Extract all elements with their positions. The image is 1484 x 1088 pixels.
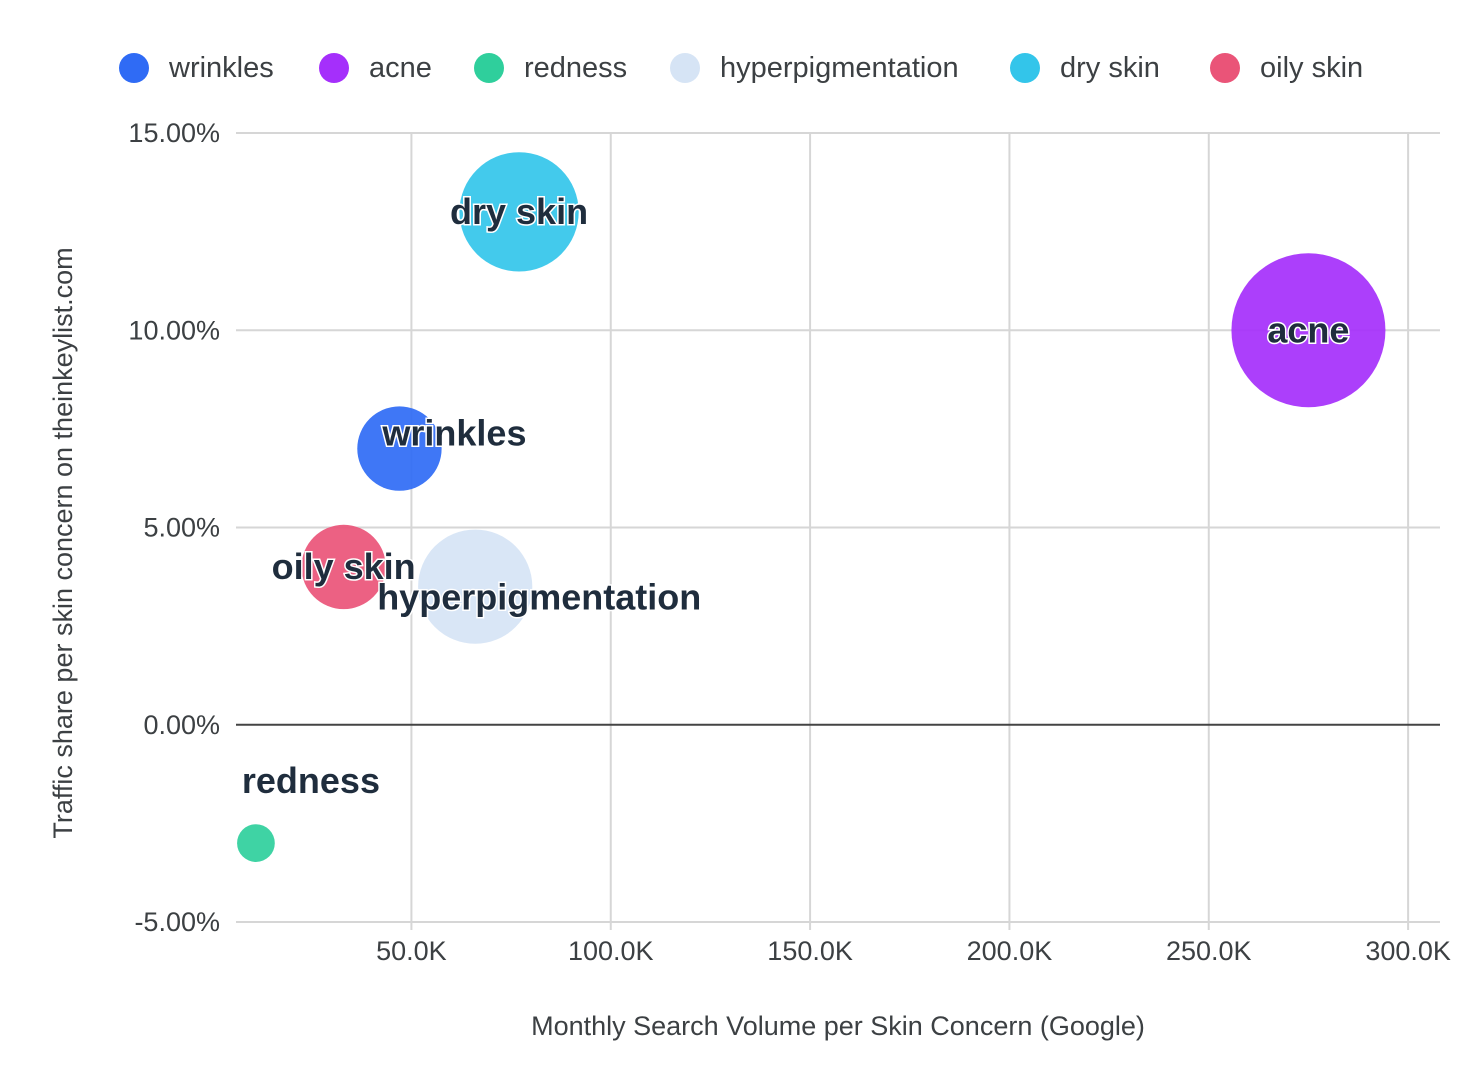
legend-label: oily skin — [1260, 52, 1363, 84]
bubble-label-oily-skin: oily skin — [272, 546, 416, 587]
legend-item-wrinkles[interactable]: wrinkles — [119, 52, 274, 84]
y-axis-title: Traffic share per skin concern on theink… — [48, 247, 78, 838]
x-axis-title: Monthly Search Volume per Skin Concern (… — [531, 1011, 1145, 1041]
bubbles — [237, 152, 1386, 862]
x-tick-label: 300.0K — [1365, 936, 1451, 966]
legend-label: redness — [524, 52, 627, 84]
x-tick-label: 50.0K — [376, 936, 447, 966]
gridlines — [236, 132, 1440, 930]
legend-swatch — [319, 53, 349, 83]
y-tick-label: 15.00% — [128, 118, 220, 148]
legend-swatch — [1210, 53, 1240, 83]
bubble-wrinkles — [357, 406, 442, 491]
legend-label: wrinkles — [168, 52, 274, 84]
bubble-hyperpigmentation — [418, 529, 533, 644]
bubble-oily-skin — [301, 524, 386, 610]
legend-swatch — [474, 53, 504, 83]
x-tick-label: 200.0K — [967, 936, 1053, 966]
legend-label: hyperpigmentation — [720, 52, 959, 84]
bubble-label-hyperpigmentation: hyperpigmentation — [377, 577, 701, 618]
y-tick-label: -5.00% — [134, 907, 220, 937]
bubble-redness — [237, 824, 275, 862]
legend-item-redness[interactable]: redness — [474, 52, 627, 84]
y-tick-label: 0.00% — [143, 710, 220, 740]
legend-swatch — [1010, 53, 1040, 83]
x-axis-ticks: 50.0K 100.0K 150.0K 200.0K 250.0K 300.0K — [376, 936, 1451, 966]
legend-swatch — [670, 53, 700, 83]
legend-label: acne — [369, 52, 432, 84]
bubble-label-wrinkles: wrinkles — [381, 413, 526, 454]
legend-item-dry-skin[interactable]: dry skin — [1010, 52, 1160, 84]
bubble-label-redness: redness — [242, 760, 380, 801]
bubble-label-dry-skin: dry skin — [450, 191, 588, 232]
y-tick-label: 5.00% — [143, 513, 220, 543]
x-tick-label: 150.0K — [767, 936, 853, 966]
bubble-acne — [1231, 253, 1386, 408]
bubble-labels: wrinkles acne redness hyperpigmentation dry … — [240, 189, 1351, 802]
y-tick-label: 10.00% — [128, 315, 220, 345]
legend-item-oily-skin[interactable]: oily skin — [1210, 52, 1363, 84]
legend-label: dry skin — [1060, 52, 1160, 84]
x-tick-label: 250.0K — [1166, 936, 1252, 966]
legend[interactable]: wrinkles acne redness hyperpigmentation dry … — [119, 52, 1363, 84]
legend-item-acne[interactable]: acne — [319, 52, 432, 84]
y-axis-ticks: 15.00% 10.00% 5.00% 0.00% -5.00% — [128, 118, 220, 937]
bubble-label-acne: acne — [1267, 309, 1349, 350]
legend-item-hyperpigmentation[interactable]: hyperpigmentation — [670, 52, 959, 84]
bubble-dry-skin — [459, 152, 579, 272]
legend-swatch — [119, 53, 149, 83]
x-tick-label: 100.0K — [568, 936, 654, 966]
